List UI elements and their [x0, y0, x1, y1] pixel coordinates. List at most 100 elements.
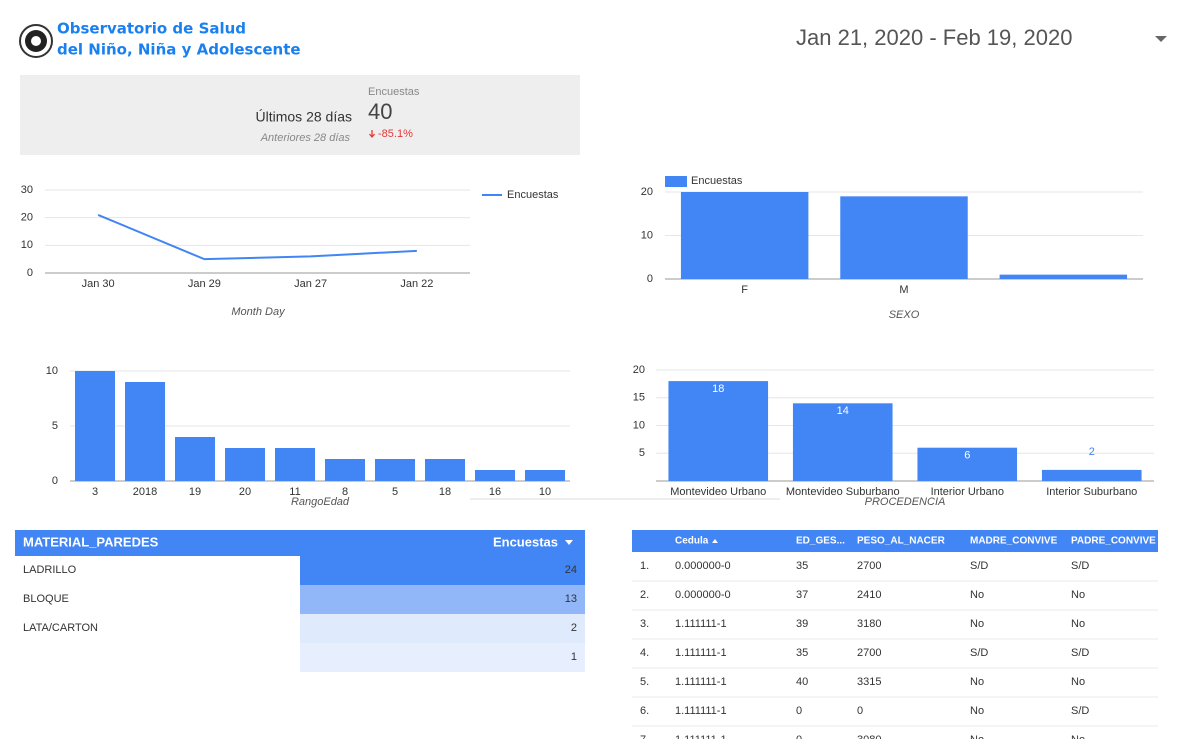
cell: S/D	[1071, 560, 1089, 572]
cell: 0	[857, 705, 863, 717]
sort-icon	[712, 539, 718, 543]
header-cell[interactable]: Cedula	[675, 536, 709, 547]
header-cell: MATERIAL_PAREDES	[23, 534, 159, 549]
bar	[125, 382, 165, 481]
cell: No	[970, 676, 984, 688]
cell: 35	[796, 560, 808, 572]
x-tick-label: 8	[342, 486, 348, 498]
cell: 0	[796, 734, 802, 739]
row-index: 7.	[640, 734, 649, 739]
cell: No	[970, 734, 984, 739]
x-tick-label: 18	[439, 486, 451, 498]
scorecard-period: Últimos 28 días	[256, 109, 352, 125]
x-tick-label: Jan 29	[188, 278, 221, 290]
heat-cell	[300, 643, 585, 672]
x-tick-label: F	[741, 284, 748, 296]
bar	[668, 381, 769, 481]
dropdown-icon[interactable]	[1155, 36, 1167, 42]
axis-title: Month Day	[231, 306, 286, 318]
cell: 2700	[857, 647, 881, 659]
table-header	[15, 530, 585, 556]
legend-label: Encuestas	[691, 175, 743, 187]
bar	[792, 403, 893, 481]
cell: LADRILLO	[23, 564, 77, 576]
y-tick-label: 10	[21, 239, 33, 251]
x-tick-label: 5	[392, 486, 398, 498]
legend-swatch	[665, 176, 687, 187]
cell: 40	[796, 676, 808, 688]
bar	[840, 196, 968, 279]
cell: No	[1071, 676, 1085, 688]
bar	[225, 448, 265, 481]
y-tick-label: 5	[52, 420, 58, 432]
y-tick-label: 5	[639, 447, 645, 459]
data-label: 6	[964, 450, 970, 462]
cell: 2410	[857, 589, 881, 601]
bar	[325, 459, 365, 481]
header-cell: ED_GES...	[796, 536, 845, 547]
x-tick-label: 10	[539, 486, 551, 498]
axis-title: PROCEDENCIA	[865, 496, 946, 508]
cell: No	[970, 589, 984, 601]
y-tick-label: 0	[27, 267, 33, 279]
bar	[425, 459, 465, 481]
legend-label: Encuestas	[507, 189, 559, 201]
y-tick-label: 20	[633, 364, 645, 376]
y-tick-label: 15	[633, 392, 645, 404]
cell: 39	[796, 618, 808, 630]
x-tick-label: 11	[289, 486, 300, 498]
header-cell: MADRE_CONVIVE	[970, 536, 1058, 547]
x-tick-label: 19	[189, 486, 201, 498]
y-tick-label: 20	[21, 212, 33, 224]
bar	[475, 470, 515, 481]
x-tick-label: Jan 27	[294, 278, 327, 290]
row-index: 2.	[640, 589, 649, 601]
cell: S/D	[1071, 705, 1089, 717]
header-cell[interactable]: Encuestas	[493, 534, 558, 549]
bar	[680, 192, 809, 279]
logo	[19, 24, 53, 58]
header-cell: PESO_AL_NACER	[857, 536, 946, 547]
cell: 0.000000-0	[675, 589, 731, 601]
cell: 1.111111-1	[675, 647, 727, 659]
cell: S/D	[970, 647, 988, 659]
line	[97, 213, 417, 261]
scorecard-change: -85.1%	[378, 128, 413, 140]
cell: No	[970, 618, 984, 630]
x-tick-label: Montevideo Urbano	[670, 486, 766, 498]
title: Observatorio de Salud	[57, 20, 246, 38]
axis-title: SEXO	[889, 309, 920, 321]
row-index: 1.	[640, 560, 649, 572]
x-tick-label: Jan 30	[82, 278, 115, 290]
cell: No	[970, 705, 984, 717]
scorecard	[20, 75, 580, 155]
data-label: 18	[712, 383, 724, 395]
y-tick-label: 0	[52, 475, 58, 487]
date-range[interactable]: Jan 21, 2020 - Feb 19, 2020	[796, 25, 1072, 50]
sort-icon	[565, 540, 573, 545]
cell: 35	[796, 647, 808, 659]
cell: LATA/CARTON	[23, 622, 98, 634]
x-tick-label: Interior Urbano	[931, 486, 1004, 498]
bar	[375, 459, 415, 481]
x-tick-label: 20	[239, 486, 251, 498]
bar	[999, 274, 1128, 279]
heat-cell	[300, 556, 585, 585]
x-tick-label: Montevideo Suburbano	[786, 486, 900, 498]
axis-title: RangoEdad	[291, 496, 350, 508]
tables: MATERIAL_PAREDES Encuestas LADRILLO 24 BLOQU…	[15, 530, 1158, 739]
cell: 1	[571, 651, 577, 663]
cell: BLOQUE	[23, 593, 69, 605]
y-tick-label: 10	[633, 419, 645, 431]
cell: 2700	[857, 560, 881, 572]
row-index: 6.	[640, 705, 649, 717]
cell: 1.111111-1	[675, 734, 727, 739]
cell: 0	[796, 705, 802, 717]
x-tick-label: Jan 22	[400, 278, 433, 290]
table-header	[632, 530, 1158, 552]
title: del Niño, Niña y Adolescente	[57, 41, 301, 59]
cell: No	[1071, 618, 1085, 630]
y-tick-label: 0	[647, 273, 653, 285]
bar	[175, 437, 215, 481]
